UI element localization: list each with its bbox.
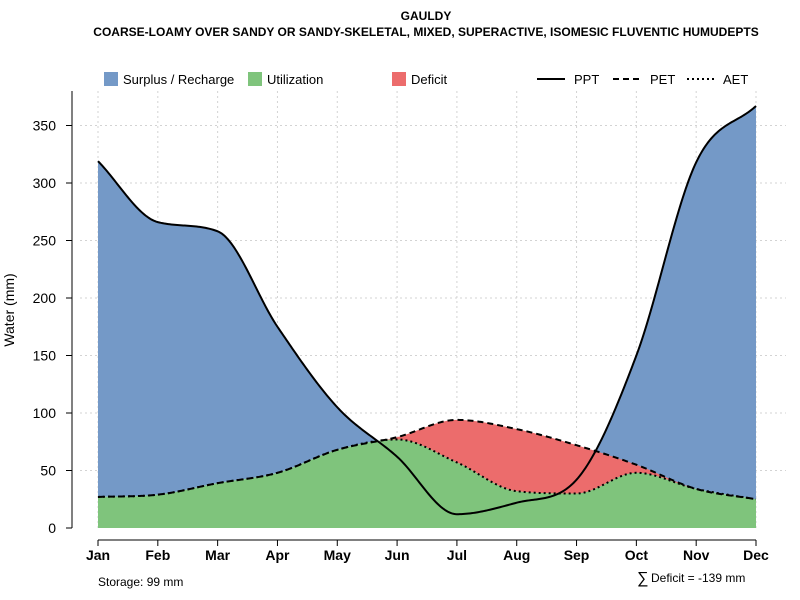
y-axis-label: Water (mm) xyxy=(1,273,17,346)
legend-label-ppt: PPT xyxy=(574,72,599,87)
x-tick-label: Sep xyxy=(564,547,590,563)
y-tick-label: 350 xyxy=(33,118,57,134)
y-tick-label: 100 xyxy=(33,405,57,421)
y-tick-label: 250 xyxy=(33,233,57,249)
ppt-line xyxy=(97,105,757,516)
legend-label-pet: PET xyxy=(650,72,675,87)
x-tick-label: Dec xyxy=(743,547,769,563)
legend-label-deficit: Deficit xyxy=(411,72,448,87)
legend-label-utilization: Utilization xyxy=(267,72,323,87)
chart-title: GAULDY xyxy=(401,9,452,23)
deficit-area xyxy=(98,419,756,500)
aet-line xyxy=(97,438,757,501)
x-tick-label: Oct xyxy=(625,547,649,563)
x-tick-label: May xyxy=(324,547,351,563)
legend-swatch-surplus xyxy=(104,72,118,86)
x-tick-label: Mar xyxy=(205,547,230,563)
deficit-note: Deficit = -139 mm xyxy=(651,571,745,585)
axes: 0 50 100 150 200 250 300 350 Jan Feb Mar Apr May Jun J… xyxy=(33,91,769,563)
utilization-area xyxy=(98,439,756,528)
legend-swatch-utilization xyxy=(248,72,262,86)
legend: Surplus / Recharge Utilization Deficit P… xyxy=(104,72,748,87)
x-tick-label: Feb xyxy=(145,547,170,563)
sum-icon: ∑ xyxy=(637,570,648,587)
x-tick-label: Apr xyxy=(265,547,290,563)
area-fills xyxy=(98,105,756,528)
storage-note: Storage: 99 mm xyxy=(98,575,183,589)
series-lines xyxy=(97,105,757,516)
y-tick-label: 150 xyxy=(33,348,57,364)
legend-label-surplus: Surplus / Recharge xyxy=(123,72,234,87)
x-tick-label: Jul xyxy=(447,547,467,563)
chart-subtitle: COARSE-LOAMY OVER SANDY OR SANDY-SKELETA… xyxy=(93,25,758,39)
y-tick-label: 200 xyxy=(33,290,57,306)
y-tick-label: 50 xyxy=(40,463,56,479)
legend-label-aet: AET xyxy=(723,72,748,87)
legend-swatch-deficit xyxy=(392,72,406,86)
x-tick-label: Jan xyxy=(86,547,110,563)
x-tick-label: Nov xyxy=(683,547,710,563)
surplus-area xyxy=(98,105,756,500)
y-tick-label: 0 xyxy=(48,520,56,536)
x-tick-label: Jun xyxy=(385,547,410,563)
x-tick-label: Aug xyxy=(503,547,530,563)
y-tick-label: 300 xyxy=(33,175,57,191)
